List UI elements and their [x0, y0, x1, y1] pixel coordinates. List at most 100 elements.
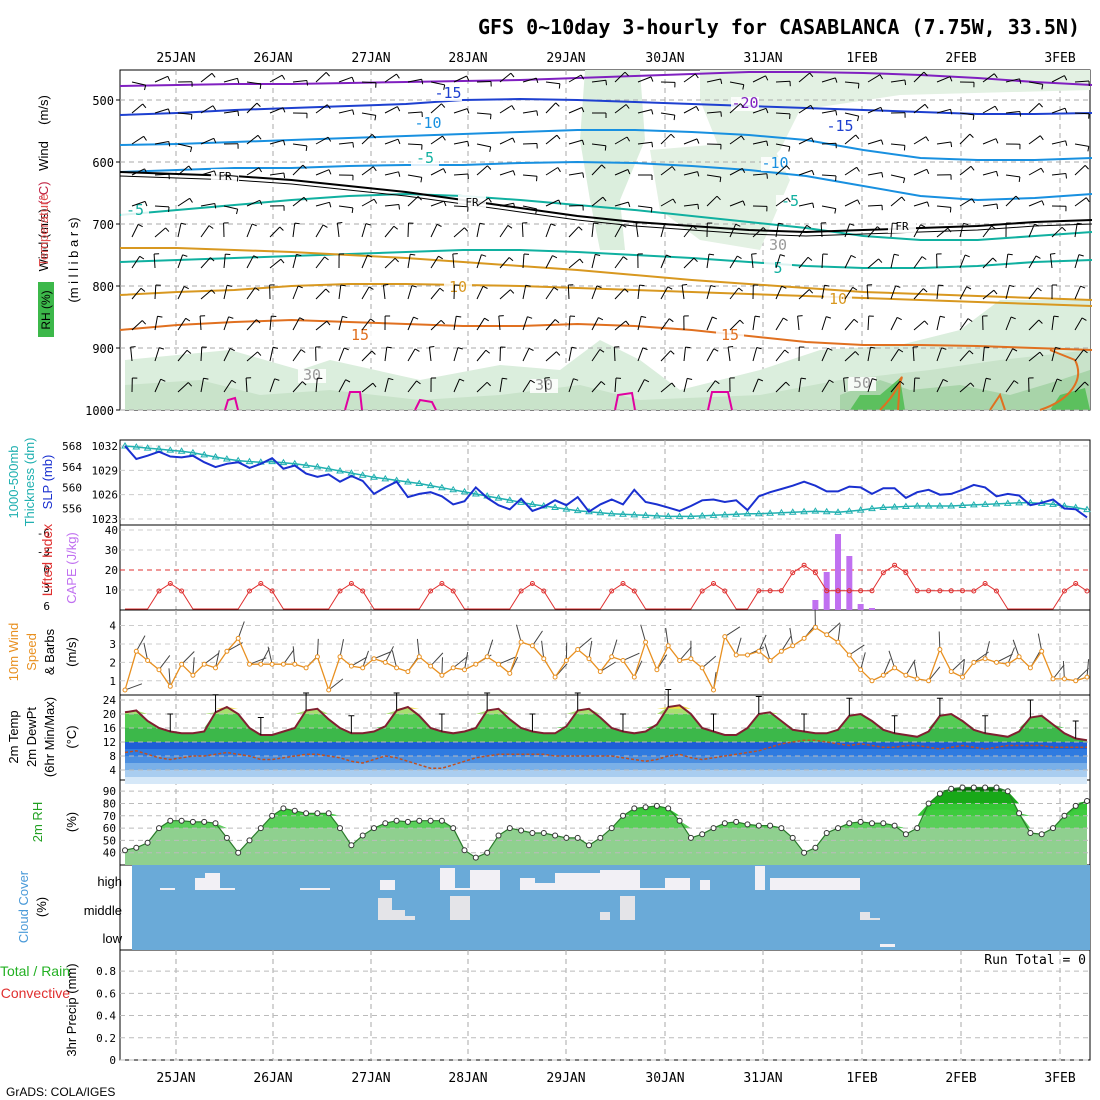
- wind-barb: [1051, 140, 1066, 145]
- ylabel-temp2m-3: (6hr Min/Max): [42, 697, 57, 777]
- wind-barb-flag: [671, 166, 676, 171]
- wind-barb: [223, 348, 231, 362]
- wind10-barb: [532, 630, 543, 647]
- wind-barb-flag: [920, 224, 926, 228]
- wind-barb-flag: [571, 346, 577, 349]
- temp-tick-label: 16: [103, 722, 116, 735]
- wind-barb-flag: [925, 136, 930, 142]
- wind-barb: [775, 112, 791, 115]
- wind-barb-flag: [903, 145, 906, 151]
- wind-barb: [154, 173, 170, 176]
- rh-marker: [789, 834, 796, 841]
- wind-barb-flag: [857, 115, 860, 122]
- wind10-marker: [156, 667, 162, 673]
- wind-barb-flag: [143, 136, 147, 141]
- cloud-high: [700, 880, 710, 890]
- wind-barb: [867, 172, 882, 176]
- wind-barb: [292, 254, 297, 269]
- wind10-barb: [905, 659, 916, 676]
- wind-barb: [890, 380, 901, 393]
- wind-barb: [568, 258, 581, 269]
- wind-barb: [200, 257, 211, 269]
- date-label-top: 1FEB: [846, 51, 877, 66]
- wind-barb-flag: [372, 166, 377, 172]
- wind10-marker: [167, 683, 173, 689]
- wind-barb-flag: [512, 137, 516, 143]
- wind-barb: [269, 226, 281, 238]
- wind10-barb: [622, 652, 640, 661]
- wind10-marker: [654, 667, 660, 673]
- temp-band: [125, 763, 1087, 770]
- wind-barb: [843, 378, 846, 393]
- rh-tick-label: 60: [103, 822, 116, 835]
- thickness-marker: [177, 447, 186, 454]
- thickness-marker: [743, 509, 752, 517]
- date-label-bottom: 30JAN: [645, 1071, 684, 1086]
- wind-barb-flag: [251, 223, 257, 227]
- temp-area: [125, 705, 1087, 728]
- wind-barb: [545, 134, 558, 145]
- cloud-high: [770, 878, 860, 890]
- temp-band: [125, 749, 1087, 756]
- wind10-marker: [733, 652, 739, 658]
- wind-barb-flag: [322, 224, 328, 228]
- wind10-barb: [789, 627, 794, 646]
- wind-barb-flag: [964, 254, 970, 258]
- wind10-marker: [269, 661, 275, 667]
- cape-tick-label: 10: [105, 584, 118, 597]
- wind-barb: [269, 316, 272, 331]
- wind-barb-flag: [393, 225, 399, 230]
- wind-barb-flag: [325, 72, 330, 77]
- wind-barb-flag: [190, 146, 193, 153]
- wind-barb-flag: [510, 72, 515, 78]
- wind-barb-flag: [1065, 173, 1067, 179]
- wind-barb: [729, 167, 743, 176]
- wind-barb-flag: [939, 315, 946, 318]
- wind-barb: [131, 287, 142, 300]
- wind-barb-flag: [826, 316, 832, 319]
- rh-marker: [631, 805, 638, 812]
- wind-barb: [798, 256, 809, 269]
- wind-barb-flag: [1084, 165, 1089, 170]
- wind-barb-flag: [756, 347, 762, 350]
- wind-barb-flag: [853, 318, 859, 323]
- wind-barb-flag: [1053, 315, 1059, 318]
- thickness-marker: [528, 500, 537, 507]
- thickness-marker: [313, 462, 322, 470]
- wind-barb: [1051, 75, 1065, 83]
- wind-barb: [338, 379, 347, 393]
- wind-barb: [499, 170, 514, 176]
- li-marker: [722, 588, 728, 594]
- wind-barb-flag: [673, 115, 676, 121]
- wind-barb-flag: [372, 382, 377, 388]
- contour-freezing: [119, 171, 1093, 234]
- ylabel-thickness-1: 1000-500mb: [6, 446, 21, 519]
- ylabel-temp2m-2: 2m DewPt: [24, 707, 39, 767]
- wind-barb: [614, 288, 625, 300]
- wind10-barb: [541, 640, 545, 659]
- wind-barb-flag: [829, 379, 834, 384]
- wind-barb-flag: [186, 349, 192, 354]
- rh-marker: [427, 817, 434, 824]
- wind-barb: [476, 143, 491, 148]
- thickness-marker: [924, 501, 933, 509]
- wind-barb: [752, 227, 764, 238]
- wind-barb: [361, 350, 373, 362]
- wind-barb-flag: [1064, 108, 1068, 114]
- wind-barb: [913, 103, 926, 114]
- wind-barb-flag: [602, 196, 607, 202]
- wind-barb: [223, 316, 230, 331]
- wind-barb-flag: [650, 76, 654, 82]
- wind-barb-flag: [739, 319, 744, 325]
- wind10-barb: [362, 650, 369, 669]
- date-label-top: 3FEB: [1044, 51, 1075, 66]
- wind-barb: [614, 320, 627, 331]
- wind-barb: [1028, 135, 1041, 145]
- wind-barb-flag: [671, 382, 676, 388]
- wind-barb-flag: [950, 141, 953, 148]
- wind-barb-flag: [421, 79, 424, 85]
- wind-barb: [407, 174, 422, 178]
- wind-barb-flag: [728, 346, 734, 348]
- wind-barb: [591, 254, 596, 269]
- thickness-marker: [856, 506, 865, 513]
